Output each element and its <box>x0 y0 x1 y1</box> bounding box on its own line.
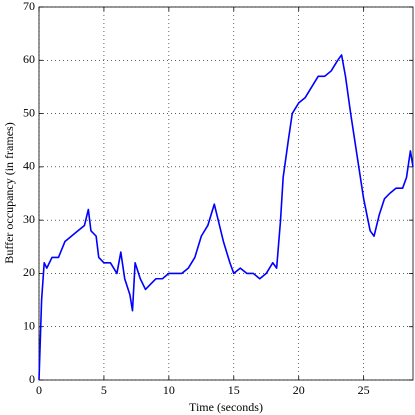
plot-frame <box>38 6 414 381</box>
x-tick-label: 0 <box>36 383 42 397</box>
x-tick-label: 5 <box>101 383 107 397</box>
y-tick-label: 40 <box>23 159 35 173</box>
y-tick-label: 70 <box>23 0 35 13</box>
y-tick-label: 10 <box>23 318 35 332</box>
x-tick-label: 20 <box>293 383 305 397</box>
y-tick-label: 50 <box>23 105 35 119</box>
y-tick-label: 60 <box>23 52 35 66</box>
y-axis-label: Buffer occupancy (in frames) <box>2 122 16 263</box>
y-tick-label: 20 <box>23 265 35 279</box>
y-tick-label: 30 <box>23 212 35 226</box>
data-line <box>38 54 414 381</box>
x-tick-label: 10 <box>163 383 175 397</box>
x-tick-label: 25 <box>358 383 370 397</box>
x-axis-label: Time (seconds) <box>189 400 263 414</box>
x-tick-label: 15 <box>228 383 240 397</box>
y-tick-label: 0 <box>29 372 35 386</box>
